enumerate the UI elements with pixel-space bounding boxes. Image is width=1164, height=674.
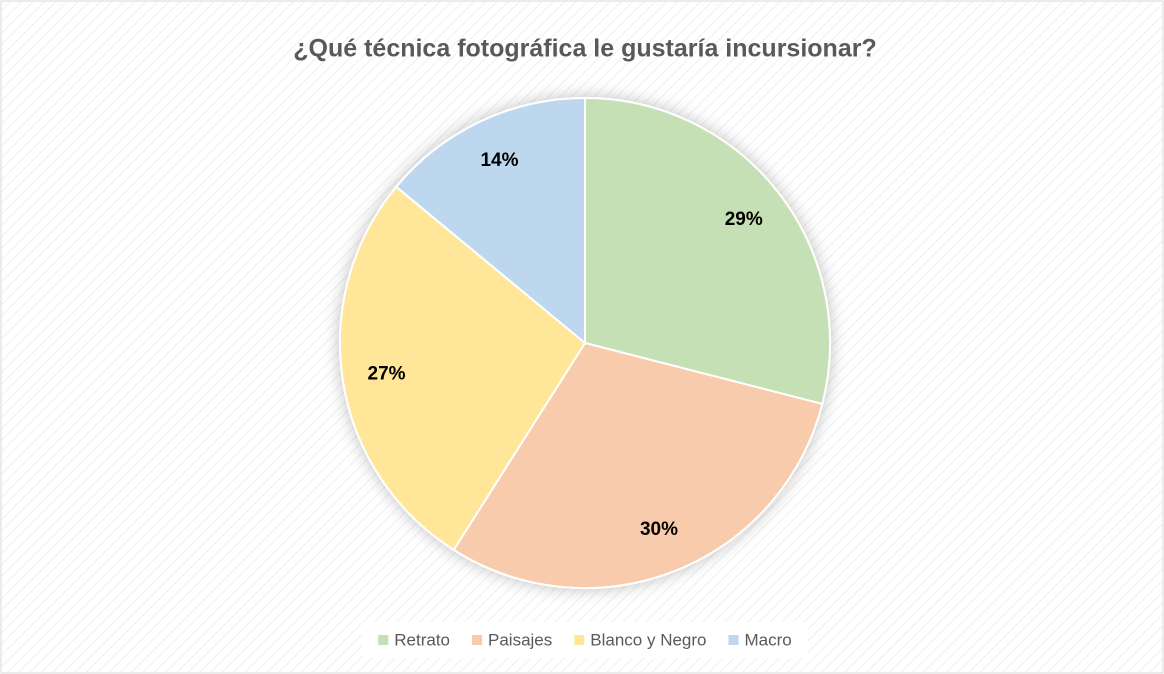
- legend-marker: [378, 635, 389, 645]
- pie: [339, 96, 831, 589]
- data-label: 27%: [368, 363, 406, 384]
- legend-marker: [472, 635, 483, 645]
- pie-slice: [584, 96, 831, 406]
- value-labels: 29% 30% 27% 14%: [368, 150, 763, 540]
- legend-label: Retrato: [394, 630, 450, 649]
- pie-slice: [339, 185, 587, 552]
- legend: Retrato Paisajes Blanco y Negro Macro: [378, 630, 792, 649]
- legend-label: Paisajes: [488, 630, 552, 649]
- data-label: 29%: [725, 209, 763, 230]
- pie-slice: [452, 341, 824, 589]
- legend-label: Macro: [745, 630, 792, 649]
- pie-slice: [394, 96, 586, 346]
- legend-marker: [574, 635, 585, 645]
- data-label: 30%: [640, 519, 678, 540]
- legend-label: Blanco y Negro: [590, 630, 706, 649]
- chart-title: ¿Qué técnica fotográfica le gustaría inc…: [293, 35, 876, 63]
- data-label: 14%: [480, 150, 518, 171]
- legend-marker: [728, 635, 739, 645]
